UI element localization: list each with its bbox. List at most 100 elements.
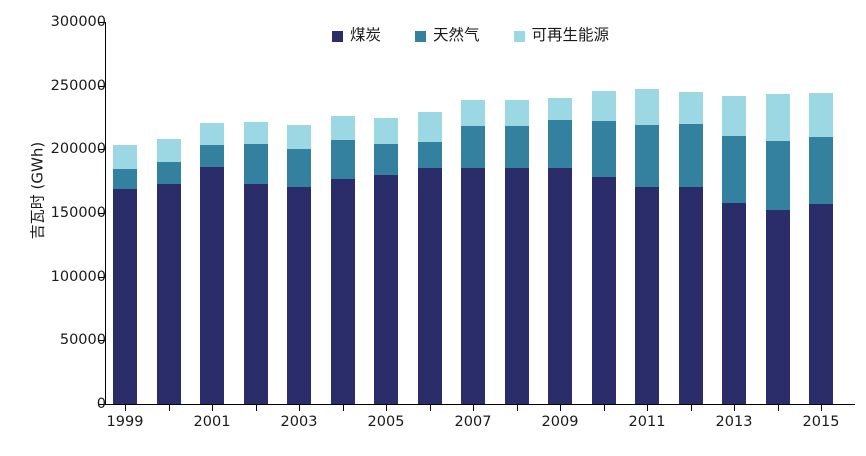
bar-segment[interactable]	[374, 175, 398, 404]
bar-segment[interactable]	[113, 189, 137, 404]
bar-stack[interactable]	[722, 95, 746, 404]
bar-stack[interactable]	[200, 123, 224, 404]
x-axis-tick-label: 2009	[541, 414, 579, 430]
bar-segment[interactable]	[287, 125, 311, 150]
x-axis-tick-label: 2007	[454, 414, 492, 430]
bar-stack[interactable]	[809, 92, 833, 404]
legend-swatch-icon	[513, 30, 525, 42]
bar-segment[interactable]	[374, 144, 398, 176]
y-axis-tick-mark	[99, 340, 106, 342]
bar-segment[interactable]	[200, 123, 224, 146]
x-axis-tick-label: 2011	[628, 414, 666, 430]
bar-segment[interactable]	[417, 168, 442, 404]
bar-segment[interactable]	[461, 100, 485, 127]
bar-stack[interactable]	[635, 89, 659, 404]
bar-segment[interactable]	[243, 144, 268, 184]
x-axis-tick-label: 2003	[280, 414, 318, 430]
bar-segment[interactable]	[765, 141, 790, 210]
y-axis-tick-label: 250000	[50, 77, 106, 94]
legend-label: 煤炭	[350, 26, 382, 45]
bar-stack[interactable]	[374, 118, 398, 404]
x-axis-tick-mark	[212, 405, 213, 411]
bar-segment[interactable]	[330, 179, 355, 404]
bar-segment[interactable]	[417, 142, 442, 169]
bar-segment[interactable]	[591, 90, 616, 121]
y-axis-tick-label: 50000	[59, 332, 106, 349]
bar-segment[interactable]	[678, 187, 703, 404]
bar-segment[interactable]	[678, 92, 703, 125]
y-axis-tick-label: 300000	[50, 13, 106, 30]
bar-segment[interactable]	[548, 120, 572, 169]
legend-item[interactable]: 可再生能源	[513, 28, 609, 44]
legend-swatch-icon	[415, 30, 427, 42]
y-axis-tick-mark	[99, 85, 106, 87]
bar-segment[interactable]	[461, 126, 485, 169]
bar-stack[interactable]	[678, 92, 703, 404]
y-axis-tick-mark	[99, 276, 106, 278]
bar-stack[interactable]	[330, 116, 355, 404]
legend-item[interactable]: 天然气	[415, 28, 480, 44]
bar-segment[interactable]	[548, 168, 572, 404]
bar-segment[interactable]	[722, 135, 746, 203]
bar-segment[interactable]	[200, 167, 224, 404]
bar-segment[interactable]	[156, 161, 181, 184]
bar-segment[interactable]	[722, 202, 746, 404]
bar-segment[interactable]	[156, 138, 181, 162]
bar-segment[interactable]	[548, 98, 572, 121]
legend-item[interactable]: 煤炭	[332, 28, 381, 44]
bar-stack[interactable]	[417, 112, 442, 404]
bar-segment[interactable]	[287, 149, 311, 188]
bar-stack[interactable]	[287, 125, 311, 404]
bar-segment[interactable]	[330, 116, 355, 140]
x-axis-tick-label: 2001	[193, 414, 231, 430]
bar-segment[interactable]	[461, 168, 485, 404]
bar-segment[interactable]	[330, 139, 355, 180]
bar-segment[interactable]	[809, 92, 833, 137]
bar-segment[interactable]	[504, 100, 529, 127]
y-axis-tick-label: 100000	[50, 268, 106, 285]
bar-segment[interactable]	[722, 95, 746, 136]
x-axis-tick-mark	[690, 405, 692, 411]
y-axis-tick-mark	[99, 213, 106, 214]
bar-stack[interactable]	[591, 90, 616, 404]
bar-stack[interactable]	[113, 145, 137, 404]
bar-segment[interactable]	[809, 203, 833, 404]
bar-stack[interactable]	[461, 100, 485, 404]
bar-segment[interactable]	[504, 168, 529, 404]
bar-segment[interactable]	[374, 118, 398, 144]
x-axis-tick-label: 2005	[367, 414, 405, 430]
legend-label: 天然气	[433, 26, 480, 45]
bar-segment[interactable]	[809, 137, 833, 204]
y-axis-tick-mark	[99, 404, 106, 405]
bar-segment[interactable]	[765, 209, 790, 404]
bar-segment[interactable]	[113, 145, 137, 170]
bar-segment[interactable]	[200, 145, 224, 168]
bar-segment[interactable]	[635, 125, 659, 188]
x-axis-tick-mark	[125, 405, 126, 411]
bar-stack[interactable]	[156, 138, 181, 404]
y-axis-tick-label: 0	[96, 395, 106, 412]
y-axis-tick-label: 150000	[50, 204, 106, 221]
x-axis-tick-label: 2013	[715, 414, 753, 430]
bar-segment[interactable]	[243, 121, 268, 144]
bar-stack[interactable]	[548, 98, 572, 404]
bar-segment[interactable]	[504, 126, 529, 169]
bar-segment[interactable]	[635, 187, 659, 404]
bar-stack[interactable]	[504, 100, 529, 404]
bar-segment[interactable]	[678, 124, 703, 188]
bar-segment[interactable]	[287, 187, 311, 404]
bar-segment[interactable]	[765, 94, 790, 142]
bar-segment[interactable]	[156, 183, 181, 404]
bar-segment[interactable]	[113, 169, 137, 190]
x-axis-tick-label: 1999	[106, 414, 144, 430]
x-axis-tick-mark	[429, 405, 431, 411]
bar-segment[interactable]	[243, 183, 268, 404]
bar-segment[interactable]	[417, 112, 442, 143]
bar-segment[interactable]	[591, 176, 616, 404]
bar-stack[interactable]	[765, 94, 790, 404]
bar-segment[interactable]	[635, 89, 659, 126]
bar-segment[interactable]	[591, 120, 616, 177]
bar-stack[interactable]	[243, 121, 268, 404]
